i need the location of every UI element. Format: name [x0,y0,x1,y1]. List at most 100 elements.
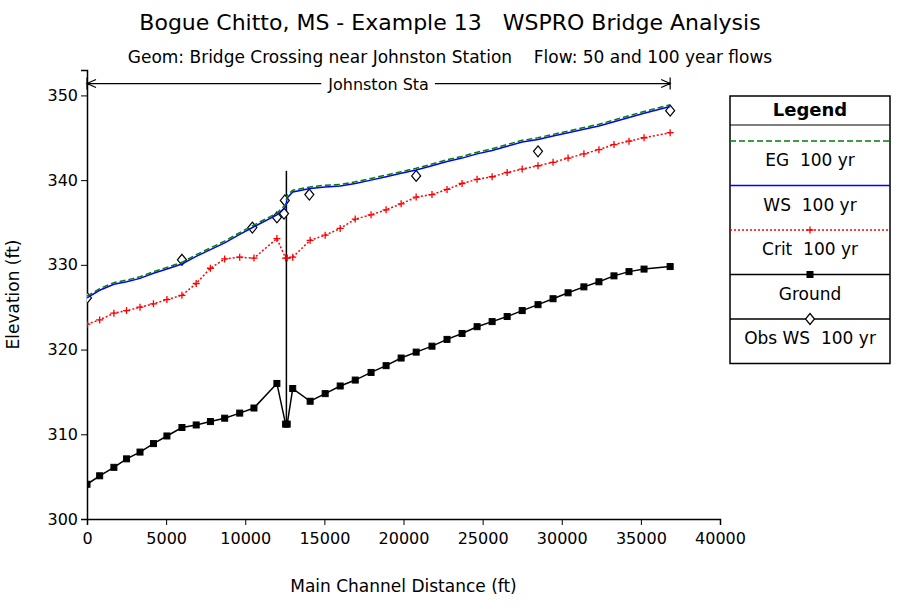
marker [535,302,541,308]
series [87,105,675,303]
marker [352,377,358,383]
marker [207,265,214,272]
marker [383,363,389,369]
marker [322,232,329,239]
annotation-background [321,75,435,94]
marker [124,456,130,462]
marker [96,316,103,323]
x-tick-label: 40000 [695,529,746,548]
x-tick-mark [483,519,484,525]
x-tick-mark [166,519,167,525]
x-tick-label: 25000 [458,529,509,548]
marker [626,269,632,275]
y-tick-label: 350 [47,86,78,105]
x-tick: 20000 [379,519,430,548]
marker [87,481,90,487]
y-tick-mark [81,350,87,351]
x-tick-mark [720,519,721,525]
legend-entry: WS 100 yr [730,186,890,215]
marker [193,280,200,287]
annotation: Johnston Sta [87,75,670,94]
subtitle: Geom: Bridge Crossing near Johnston Stat… [128,47,773,67]
marker [504,169,511,176]
y-tick-label: 340 [47,171,78,190]
marker [97,473,103,479]
legend-box [730,96,890,364]
x-tick: 25000 [458,519,509,548]
marker [284,421,290,427]
marker [164,433,170,439]
marker [626,138,633,145]
marker [87,321,91,328]
marker [412,170,421,181]
legend-label: Crit 100 yr [762,239,858,259]
series-line [87,133,670,324]
legend-label: EG 100 yr [765,150,855,170]
marker [250,255,257,262]
marker [489,319,495,325]
marker [596,279,602,285]
marker [236,254,243,261]
marker [193,422,199,428]
legend-entry: Ground [730,272,890,304]
marker [550,159,557,166]
y-tick-mark [81,180,87,181]
x-tick-label: 15000 [299,529,350,548]
marker [352,216,359,223]
marker [459,180,466,187]
marker [428,191,435,198]
series-line [286,171,288,424]
marker [207,419,213,425]
legend-entry: EG 100 yr [730,141,890,170]
series-line [87,105,670,296]
series [87,106,670,297]
y-tick-mark [81,519,87,520]
legend-marker [807,227,814,234]
marker [534,146,543,157]
marker [289,254,296,261]
y-axis-line [81,71,88,520]
x-axis-title: Main Channel Distance (ft) [290,576,517,596]
y-tick: 310 [47,425,87,444]
marker [383,206,390,213]
series [286,171,287,424]
marker [398,200,405,207]
marker [150,441,156,447]
x-tick: 5000 [146,519,187,548]
marker [474,324,480,330]
y-tick: 330 [47,255,87,274]
legend-label: Ground [779,284,842,304]
x-tick-label: 5000 [146,529,187,548]
legend-entry: Crit 100 yr [730,227,890,260]
marker [413,349,419,355]
plot-area [87,105,675,488]
marker [290,386,296,392]
x-tick-label: 35000 [616,529,667,548]
marker [580,150,587,157]
marker [413,194,420,201]
x-tick: 40000 [695,519,746,548]
x-tick-mark [562,519,563,525]
marker [610,141,617,148]
marker [111,464,117,470]
legend-swatch [730,185,890,187]
y-tick-label: 310 [47,425,78,444]
y-tick-mark [81,434,87,435]
annotation-text: Johnston Sta [327,75,429,94]
marker [179,425,185,431]
x-axis-line [88,520,721,526]
marker [611,273,617,279]
marker [222,415,228,421]
marker [163,296,170,303]
x-tick: 30000 [537,519,588,548]
marker [444,336,450,342]
marker [429,343,435,349]
marker [322,391,328,397]
marker [667,264,673,270]
x-tick-label: 10000 [220,529,271,548]
y-tick-label: 330 [47,255,78,274]
title: Bogue Chitto, MS - Example 13 WSPRO Brid… [139,10,760,35]
marker [519,166,526,173]
y-tick: 340 [47,171,87,190]
marker [459,330,465,336]
